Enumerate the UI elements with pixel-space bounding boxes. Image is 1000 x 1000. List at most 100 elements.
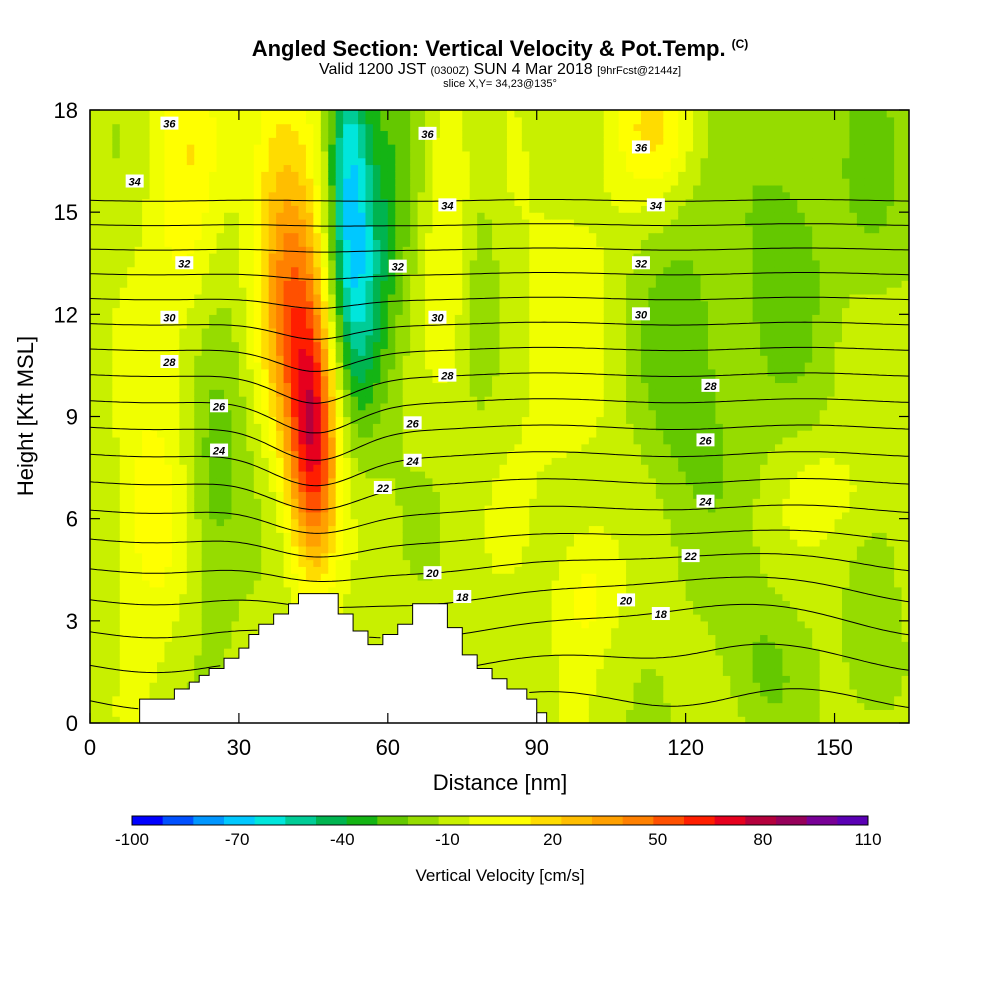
vv-cell bbox=[119, 450, 128, 458]
vv-cell bbox=[328, 341, 337, 349]
vv-cell bbox=[410, 184, 419, 193]
vv-cell bbox=[425, 593, 434, 601]
vv-cell bbox=[268, 307, 277, 315]
vv-cell bbox=[97, 205, 106, 213]
vv-cell bbox=[328, 273, 337, 281]
vv-cell bbox=[97, 552, 106, 561]
vv-cell bbox=[492, 157, 501, 166]
vv-cell bbox=[216, 232, 225, 241]
vv-cell bbox=[112, 307, 121, 315]
vv-cell bbox=[261, 293, 270, 302]
vv-cell bbox=[291, 450, 300, 458]
vv-cell bbox=[157, 191, 166, 200]
vv-cell bbox=[417, 525, 426, 533]
vv-cell bbox=[328, 144, 337, 152]
vv-cell bbox=[365, 614, 374, 622]
vv-cell bbox=[395, 273, 404, 281]
vv-cell bbox=[380, 184, 389, 193]
vv-cell bbox=[402, 144, 411, 152]
vv-cell bbox=[335, 593, 344, 601]
vv-cell bbox=[90, 702, 99, 710]
vv-cell bbox=[186, 178, 195, 186]
vv-cell bbox=[305, 273, 314, 281]
vv-cell bbox=[119, 259, 128, 268]
vv-cell bbox=[298, 205, 307, 213]
vv-cell bbox=[447, 559, 456, 567]
vv-cell bbox=[246, 511, 255, 520]
vv-cell bbox=[268, 389, 277, 397]
vv-cell bbox=[372, 307, 381, 315]
vv-cell bbox=[372, 559, 381, 567]
vv-cell bbox=[410, 368, 419, 377]
vv-cell bbox=[119, 552, 128, 561]
vv-cell bbox=[291, 144, 300, 152]
vv-cell bbox=[343, 600, 352, 608]
vv-cell bbox=[261, 287, 270, 295]
vv-cell bbox=[402, 157, 411, 166]
vv-cell bbox=[328, 218, 337, 227]
vv-cell bbox=[380, 430, 389, 438]
vv-cell bbox=[201, 614, 210, 622]
vv-cell bbox=[209, 484, 218, 493]
vv-cell bbox=[246, 532, 255, 540]
vv-cell bbox=[149, 225, 158, 234]
vv-cell bbox=[261, 505, 270, 513]
vv-cell bbox=[186, 566, 195, 574]
vv-cell bbox=[372, 137, 381, 145]
vv-cell bbox=[447, 402, 456, 411]
vv-cell bbox=[320, 307, 329, 315]
vv-cell bbox=[119, 579, 128, 588]
vv-cell bbox=[477, 368, 486, 377]
vv-cell bbox=[246, 423, 255, 431]
vv-cell bbox=[201, 191, 210, 200]
vv-cell bbox=[425, 498, 434, 506]
vv-cell bbox=[238, 532, 247, 540]
vv-cell bbox=[283, 171, 292, 179]
vv-cell bbox=[492, 382, 501, 390]
vv-cell bbox=[335, 416, 344, 424]
vv-cell bbox=[499, 614, 508, 622]
vv-cell bbox=[268, 368, 277, 377]
vv-cell bbox=[484, 341, 493, 349]
vv-cell bbox=[104, 123, 113, 132]
vv-cell bbox=[328, 436, 337, 445]
vv-cell bbox=[171, 157, 180, 166]
vv-cell bbox=[253, 620, 262, 629]
vv-cell bbox=[164, 450, 173, 458]
vv-cell bbox=[343, 389, 352, 397]
vv-cell bbox=[439, 539, 448, 547]
vv-cell bbox=[313, 477, 322, 486]
vv-cell bbox=[164, 552, 173, 561]
vv-cell bbox=[305, 116, 314, 125]
vv-cell bbox=[179, 307, 188, 315]
vv-cell bbox=[261, 552, 270, 561]
vv-cell bbox=[246, 505, 255, 513]
vv-cell bbox=[157, 232, 166, 241]
vv-cell bbox=[186, 205, 195, 213]
vv-cell bbox=[454, 389, 463, 397]
vv-cell bbox=[499, 511, 508, 520]
vv-cell bbox=[171, 579, 180, 588]
vv-cell bbox=[253, 232, 262, 241]
vv-cell bbox=[238, 246, 247, 254]
vv-cell bbox=[127, 280, 136, 288]
vv-cell bbox=[291, 436, 300, 445]
vv-cell bbox=[320, 355, 329, 363]
vv-cell bbox=[104, 212, 113, 220]
vv-cell bbox=[291, 423, 300, 431]
vv-cell bbox=[194, 614, 203, 622]
vv-cell bbox=[439, 416, 448, 424]
vv-cell bbox=[224, 348, 233, 356]
vv-cell bbox=[380, 600, 389, 608]
vv-cell bbox=[358, 218, 367, 227]
vv-cell bbox=[387, 144, 396, 152]
vv-cell bbox=[104, 253, 113, 261]
vv-cell bbox=[298, 559, 307, 567]
vv-cell bbox=[291, 430, 300, 438]
vv-cell bbox=[90, 634, 99, 642]
vv-cell bbox=[365, 430, 374, 438]
vv-cell bbox=[462, 137, 471, 145]
vv-cell bbox=[320, 545, 329, 554]
vv-cell bbox=[157, 280, 166, 288]
vv-cell bbox=[112, 150, 121, 159]
